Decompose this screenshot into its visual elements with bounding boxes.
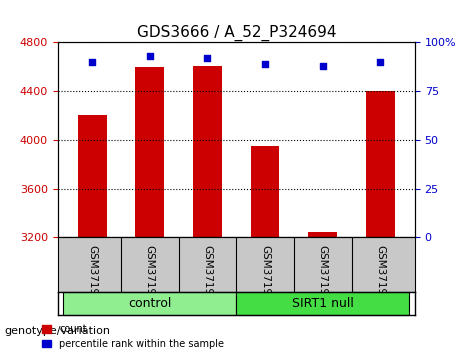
Point — [377, 59, 384, 65]
Bar — [366, 91, 395, 237]
Point — [204, 55, 211, 61]
Bar — [308, 232, 337, 237]
Point — [261, 61, 269, 67]
Point — [89, 59, 96, 65]
Point — [146, 53, 154, 59]
Bar — [251, 146, 279, 237]
Text: GSM371989: GSM371989 — [145, 245, 155, 309]
Legend: count, percentile rank within the sample: count, percentile rank within the sample — [42, 324, 224, 349]
FancyBboxPatch shape — [236, 292, 409, 315]
Bar — [78, 115, 106, 237]
Text: GSM371992: GSM371992 — [318, 245, 328, 309]
Title: GDS3666 / A_52_P324694: GDS3666 / A_52_P324694 — [136, 25, 336, 41]
Text: SIRT1 null: SIRT1 null — [292, 297, 354, 310]
FancyBboxPatch shape — [64, 292, 236, 315]
Bar — [193, 65, 222, 237]
Text: GSM371988: GSM371988 — [87, 245, 97, 309]
Bar — [136, 67, 164, 237]
Point — [319, 63, 326, 69]
Text: GSM371993: GSM371993 — [375, 245, 385, 309]
Text: GSM371990: GSM371990 — [202, 245, 213, 309]
Text: genotype/variation: genotype/variation — [5, 326, 111, 336]
Text: control: control — [128, 297, 171, 310]
Text: GSM371991: GSM371991 — [260, 245, 270, 309]
